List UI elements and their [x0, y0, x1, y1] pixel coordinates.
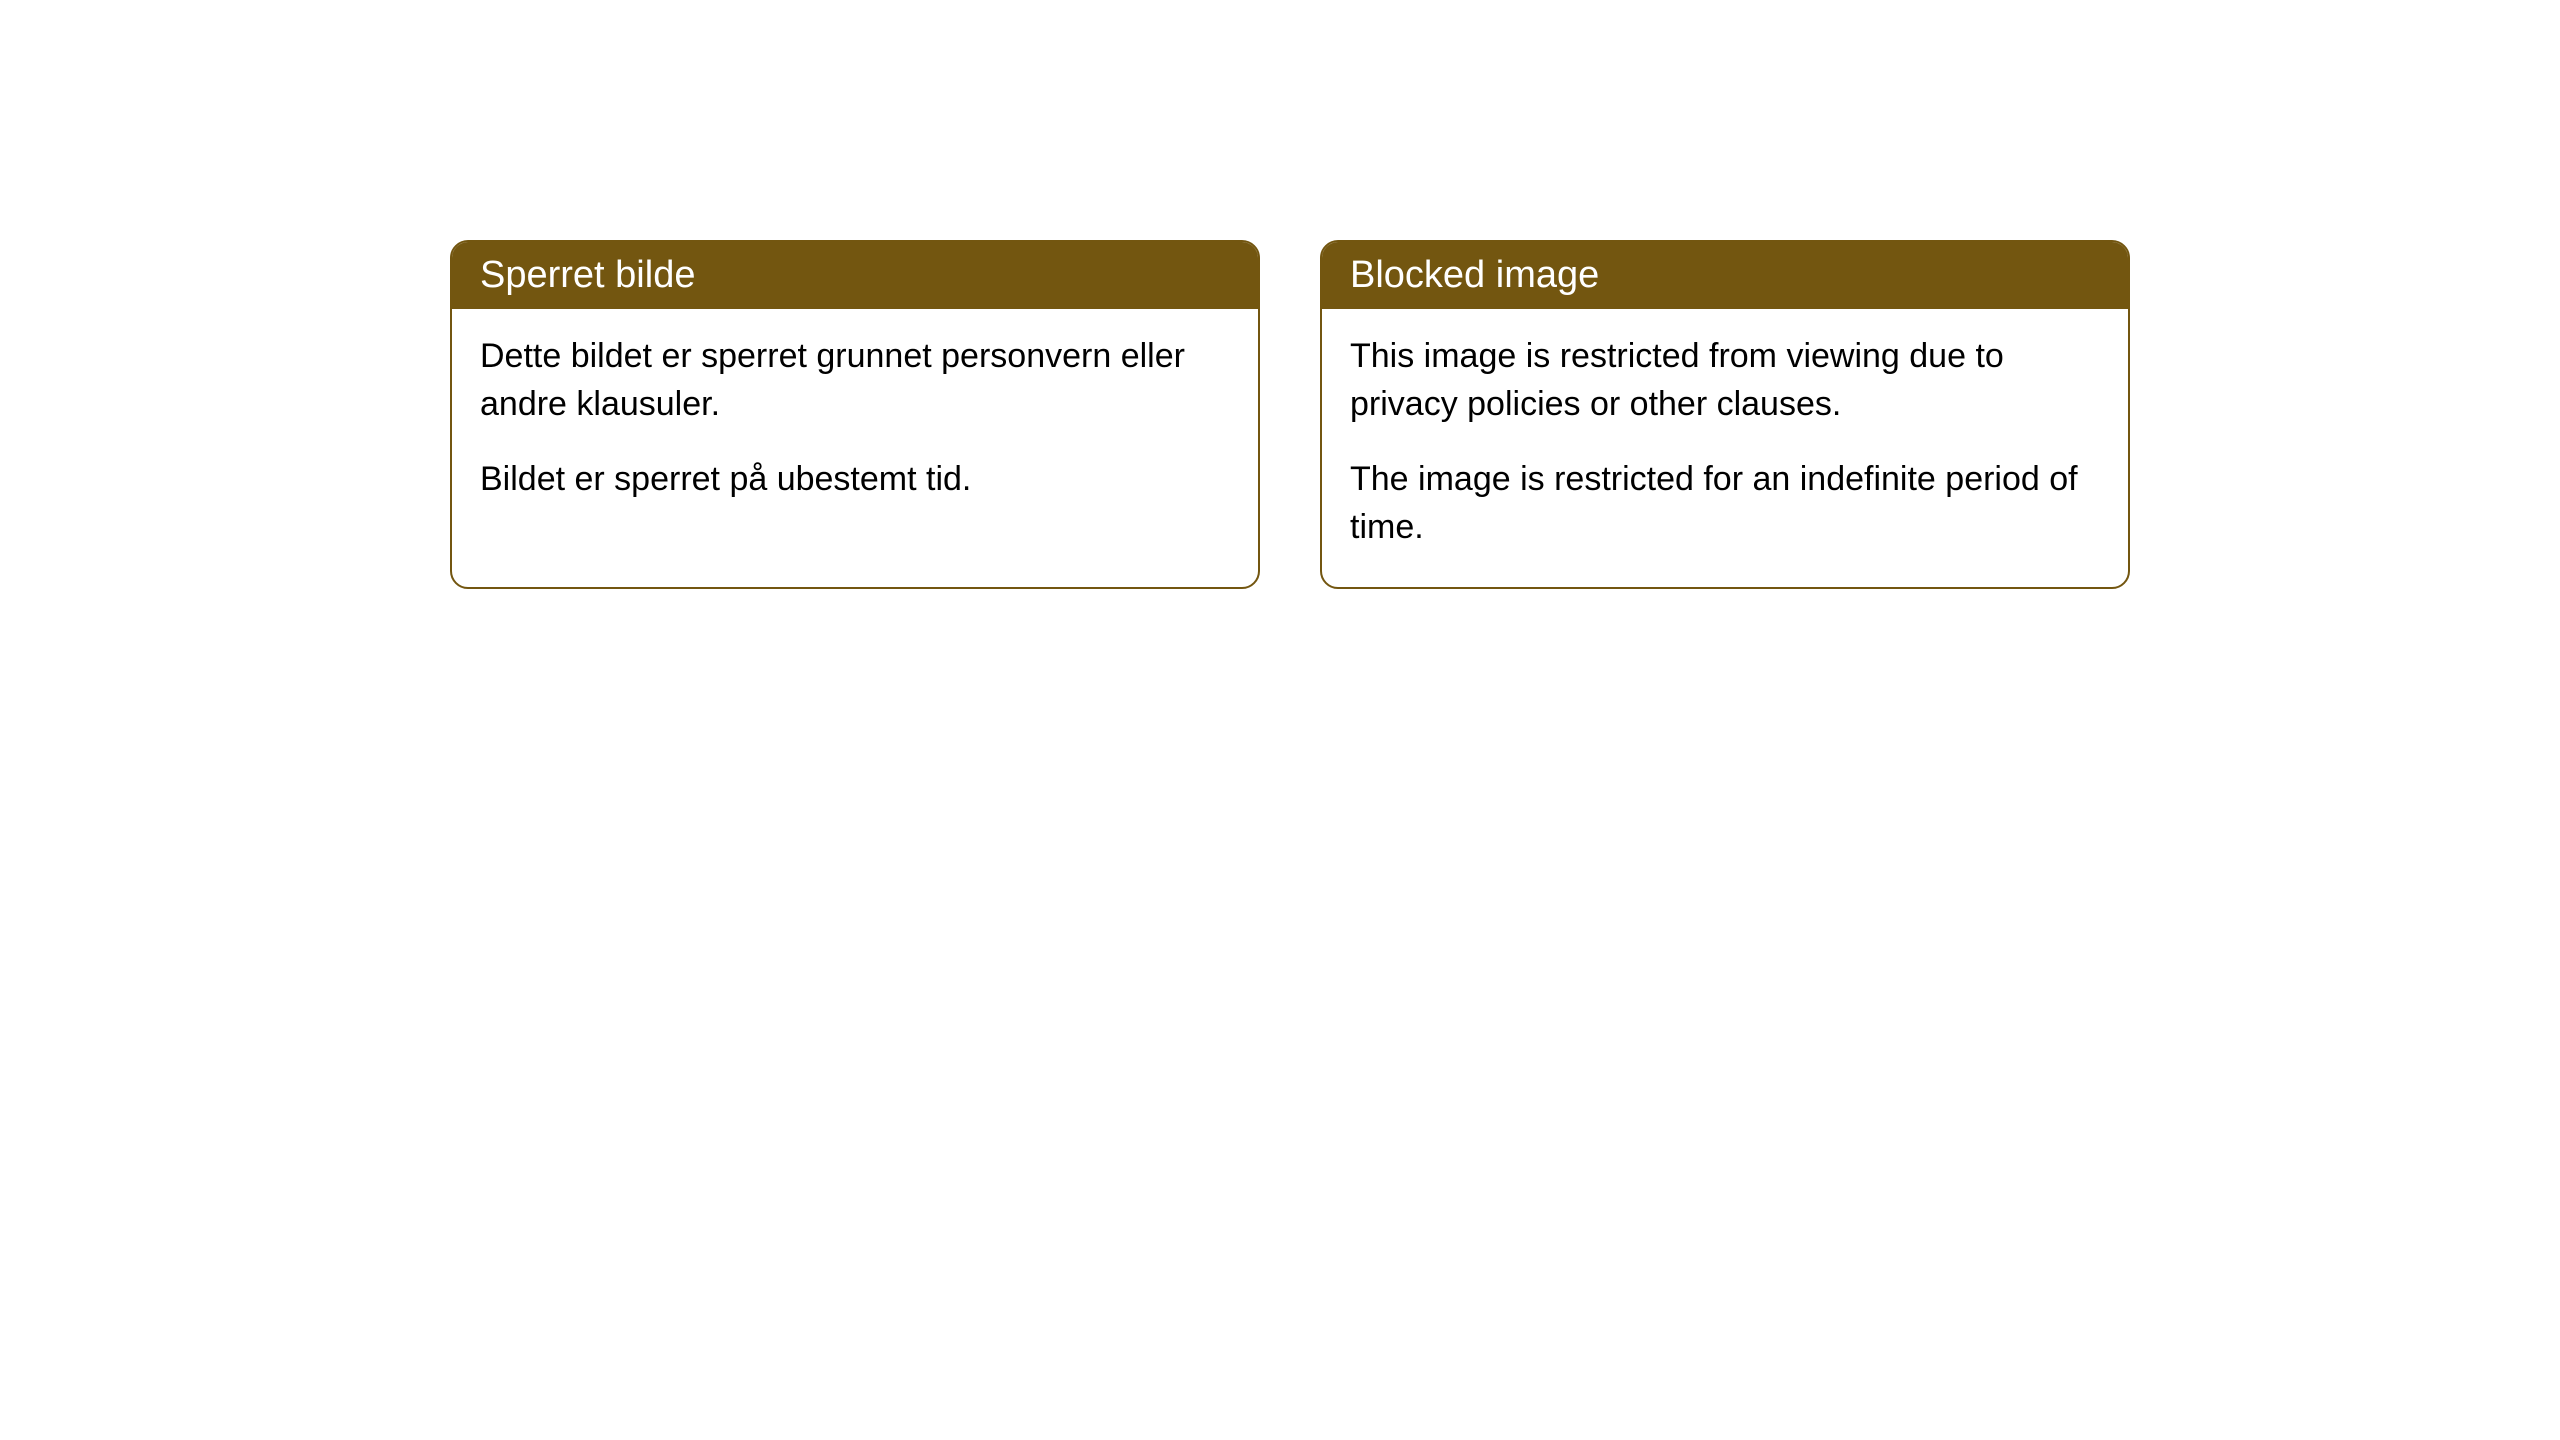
notice-header-norwegian: Sperret bilde — [452, 242, 1258, 309]
notice-paragraph: Dette bildet er sperret grunnet personve… — [480, 333, 1230, 428]
notice-body-english: This image is restricted from viewing du… — [1322, 309, 2128, 587]
notice-paragraph: Bildet er sperret på ubestemt tid. — [480, 456, 1230, 504]
notice-header-english: Blocked image — [1322, 242, 2128, 309]
notice-body-norwegian: Dette bildet er sperret grunnet personve… — [452, 309, 1258, 540]
notice-card-english: Blocked image This image is restricted f… — [1320, 240, 2130, 589]
notice-container: Sperret bilde Dette bildet er sperret gr… — [450, 240, 2130, 589]
notice-paragraph: This image is restricted from viewing du… — [1350, 333, 2100, 428]
notice-card-norwegian: Sperret bilde Dette bildet er sperret gr… — [450, 240, 1260, 589]
notice-paragraph: The image is restricted for an indefinit… — [1350, 456, 2100, 551]
